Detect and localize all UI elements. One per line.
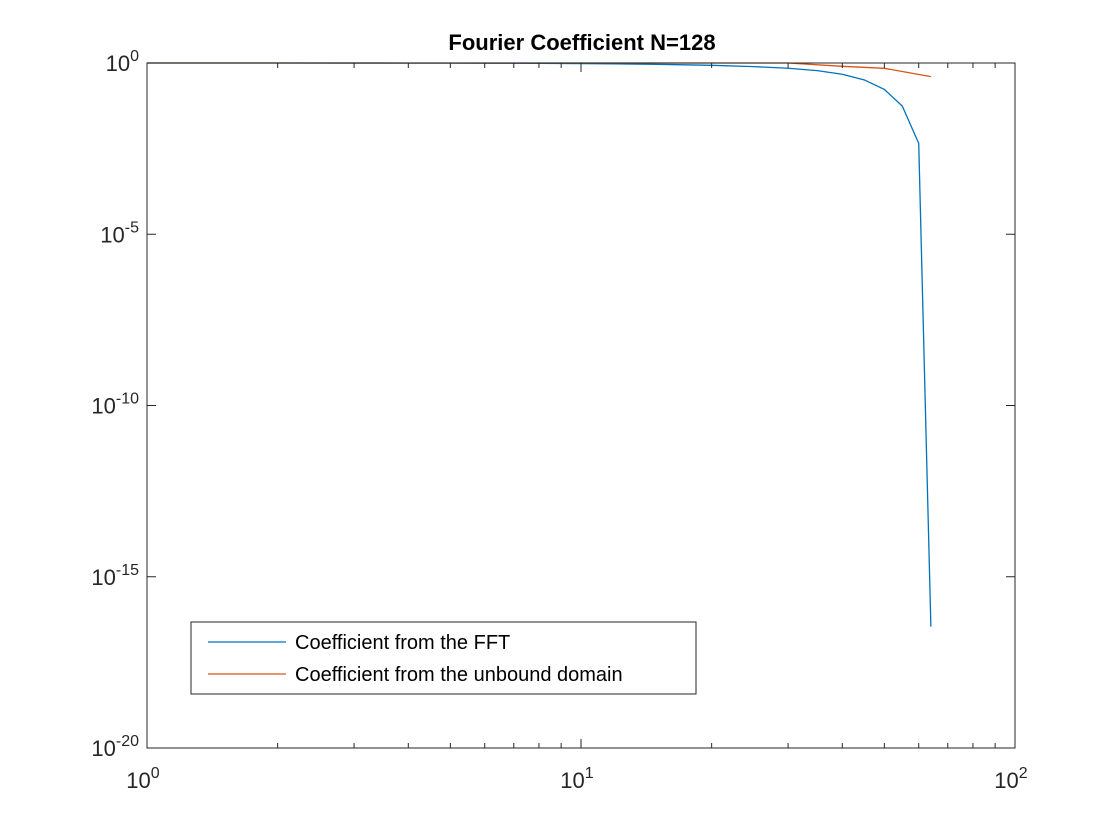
y-tick-label: 10-10: [91, 391, 139, 419]
legend-label-1: Coefficient from the FFT: [295, 632, 510, 654]
legend: Coefficient from the FFT Coefficient from…: [190, 621, 697, 695]
legend-label-2: Coefficient from the unbound domain: [295, 664, 623, 686]
legend-box: [190, 621, 697, 695]
x-tick-label: 100: [126, 765, 159, 793]
x-tick-label: 102: [994, 765, 1027, 793]
y-tick-label: 10-15: [91, 562, 139, 590]
y-tick-label: 100: [106, 48, 139, 76]
chart-title: Fourier Coefficient N=128: [448, 30, 715, 55]
x-tick-label: 101: [560, 765, 593, 793]
y-tick-label: 10-20: [91, 733, 139, 761]
axes: 100 101 102 100 10-5 10-10 10-15 10-20: [91, 48, 1027, 793]
y-tick-label: 10-5: [100, 219, 139, 247]
